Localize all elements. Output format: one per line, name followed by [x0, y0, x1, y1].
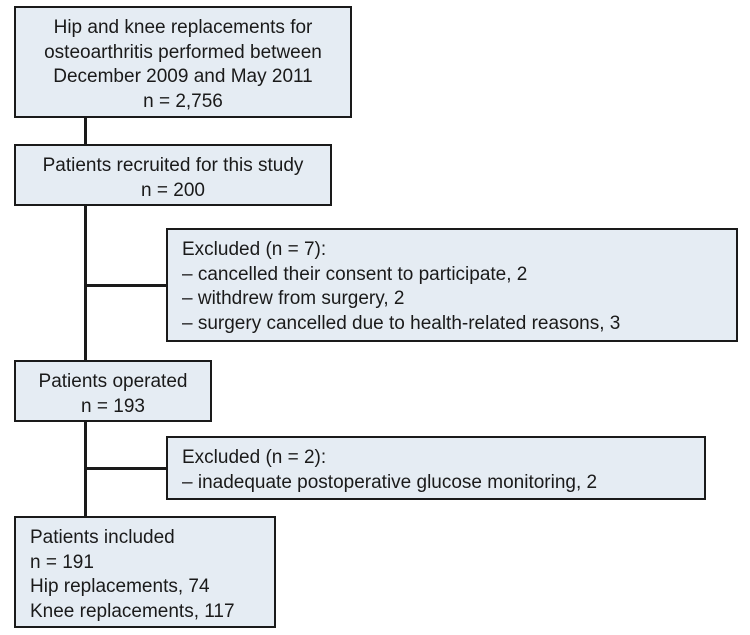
flow-node-excluded-2: Excluded (n = 2): – inadequate postopera…: [166, 436, 706, 500]
connector-v: [84, 206, 87, 360]
node-line: – cancelled their consent to participate…: [182, 264, 527, 285]
flowchart-canvas: Hip and knee replacements for osteoarthr…: [0, 0, 750, 635]
node-line: n = 191: [30, 552, 94, 573]
node-line: – withdrew from surgery, 2: [182, 288, 404, 309]
flow-node-included: Patients included n = 191 Hip replacemen…: [14, 516, 276, 628]
node-line: Hip and knee replacements for: [54, 17, 313, 38]
flow-node-initial-cohort: Hip and knee replacements for osteoarthr…: [14, 6, 352, 118]
node-line: Excluded (n = 7):: [182, 239, 326, 260]
connector-h: [87, 284, 166, 287]
node-line: – surgery cancelled due to health-relate…: [182, 313, 620, 334]
node-line: December 2009 and May 2011: [53, 66, 312, 87]
flow-node-recruited: Patients recruited for this study n = 20…: [14, 144, 332, 206]
node-line: Knee replacements, 117: [30, 601, 235, 622]
node-line: n = 193: [81, 396, 145, 417]
node-line: Excluded (n = 2):: [182, 447, 326, 468]
connector-h: [87, 467, 166, 470]
node-line: Patients recruited for this study: [43, 155, 304, 176]
node-line: Patients operated: [39, 371, 188, 392]
node-line: n = 200: [141, 180, 205, 201]
node-line: Hip replacements, 74: [30, 576, 210, 597]
flow-node-operated: Patients operated n = 193: [14, 360, 212, 422]
node-line: osteoarthritis performed between: [44, 42, 322, 63]
node-line: n = 2,756: [143, 91, 223, 112]
node-line: – inadequate postoperative glucose monit…: [182, 472, 597, 493]
flow-node-excluded-1: Excluded (n = 7): – cancelled their cons…: [166, 228, 738, 342]
connector-v: [84, 118, 87, 144]
node-line: Patients included: [30, 527, 175, 548]
